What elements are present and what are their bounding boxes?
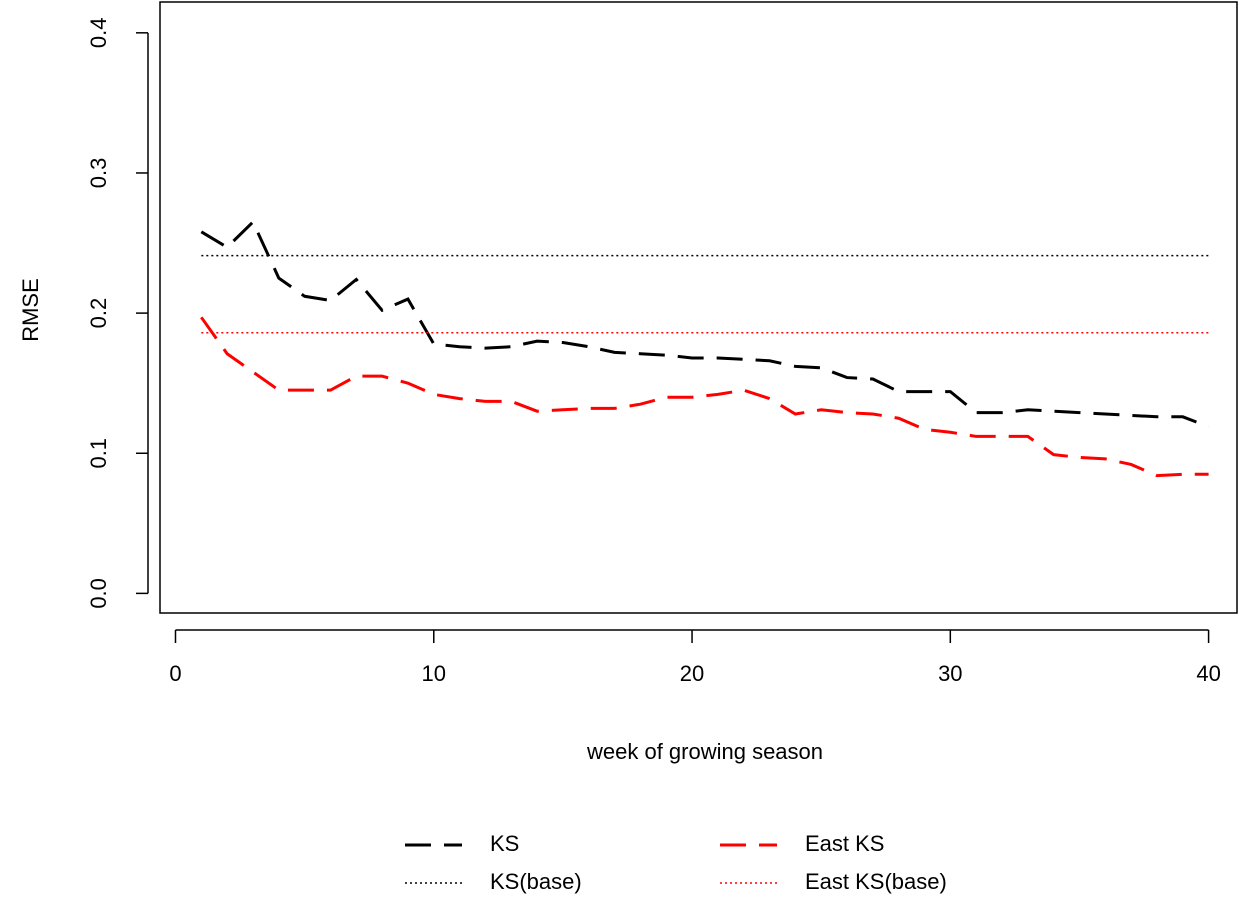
plot-box [159,1,1238,614]
y-tick-label: 0.0 [86,578,111,609]
y-tick-label: 0.1 [86,438,111,469]
y-tick-label: 0.3 [86,158,111,189]
x-tick-label: 20 [680,661,704,686]
y-axis-label: RMSE [18,278,43,342]
x-tick-label: 10 [422,661,446,686]
y-tick-label: 0.2 [86,298,111,329]
series-line [200,316,1209,478]
legend-label: KS(base) [490,869,582,894]
legend-label: East KS [805,831,884,856]
y-tick-label: 0.4 [86,18,111,49]
legend-label: East KS(base) [805,869,947,894]
x-tick-label: 0 [169,661,181,686]
x-tick-label: 40 [1196,661,1220,686]
series-line [200,219,1210,429]
x-axis-label: week of growing season [586,739,823,764]
x-tick-label: 30 [938,661,962,686]
legend-label: KS [490,831,519,856]
